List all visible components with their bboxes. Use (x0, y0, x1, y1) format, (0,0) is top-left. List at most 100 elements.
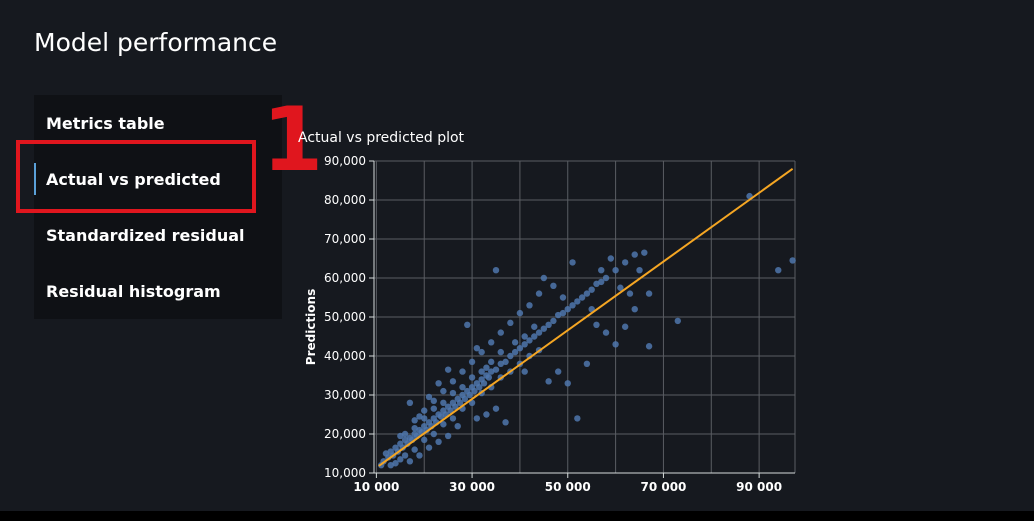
data-point (471, 387, 478, 395)
data-point (382, 450, 390, 457)
step-number: 1 (262, 88, 324, 191)
y-tick-label: 50,000 (324, 310, 366, 324)
data-point (421, 407, 428, 414)
data-point (569, 259, 576, 266)
data-point (645, 343, 653, 350)
data-point (387, 462, 394, 469)
chart-title: Actual vs predicted plot (298, 130, 465, 146)
data-point (416, 452, 423, 459)
data-point (607, 255, 615, 262)
data-point (617, 284, 624, 291)
data-point (449, 378, 457, 385)
data-point (435, 380, 442, 387)
data-point (449, 389, 457, 397)
data-point (531, 333, 538, 340)
data-point (497, 348, 504, 356)
data-point (478, 348, 485, 356)
data-point (511, 339, 519, 346)
data-point (564, 306, 571, 313)
data-point (466, 391, 473, 399)
data-point (502, 419, 509, 426)
actual-vs-predicted-chart: 10,000 20,000 30,000 40,000 50,000 60,000 70,0… (304, 154, 796, 494)
y-tick-label: 90,000 (324, 154, 366, 168)
data-point (435, 438, 442, 445)
data-point (492, 366, 500, 373)
metrics-menu: Metrics table Actual vs predicted Standa… (34, 95, 282, 319)
menu-item-standardized-residual[interactable]: Standardized residual (34, 207, 282, 263)
data-point (416, 413, 423, 420)
data-point (621, 323, 629, 330)
data-point (502, 358, 509, 366)
data-point (540, 274, 548, 282)
y-tick-label: 20,000 (324, 427, 366, 441)
data-point (411, 417, 418, 424)
data-point (612, 341, 619, 348)
data-point (631, 251, 638, 258)
data-point (444, 432, 452, 440)
data-point (430, 430, 438, 438)
data-point (598, 278, 605, 286)
data-point (392, 460, 399, 467)
data-point (612, 267, 619, 274)
data-point (636, 267, 643, 274)
data-point (559, 294, 567, 301)
x-tick-label: 10 000 (353, 480, 399, 494)
data-point (421, 415, 428, 422)
menu-item-metrics-table[interactable]: Metrics table (34, 95, 282, 151)
data-point (468, 374, 476, 381)
data-point (397, 456, 404, 463)
data-point (406, 458, 414, 465)
data-point (598, 267, 605, 274)
data-point (492, 267, 500, 274)
y-tick-label: 70,000 (324, 232, 366, 246)
data-point (492, 405, 500, 412)
data-point (789, 257, 796, 264)
data-point (411, 424, 418, 432)
data-point (583, 290, 591, 297)
data-point (621, 259, 629, 266)
data-point (550, 317, 557, 325)
menu-item-residual-histogram[interactable]: Residual histogram (34, 263, 282, 319)
data-point (516, 309, 524, 317)
data-point (401, 452, 409, 459)
data-point (437, 413, 445, 420)
data-point (574, 298, 581, 305)
data-point (483, 411, 490, 418)
data-point (459, 384, 466, 391)
menu-item-label: Actual vs predicted (46, 169, 221, 189)
data-point (476, 384, 483, 391)
data-point (578, 294, 586, 301)
menu-item-actual-vs-predicted[interactable]: Actual vs predicted (34, 151, 282, 207)
data-point (421, 436, 428, 444)
data-point (626, 290, 634, 297)
data-point (521, 341, 528, 348)
data-point (425, 393, 433, 401)
data-point (452, 403, 459, 410)
data-point (473, 415, 481, 422)
menu-item-label: Residual histogram (46, 281, 221, 301)
data-point (775, 267, 782, 274)
x-tick-label: 90 000 (736, 480, 782, 494)
data-point (540, 325, 548, 332)
data-point (444, 366, 452, 373)
data-point (454, 423, 461, 430)
data-point (511, 348, 519, 356)
y-tick-label: 30,000 (324, 388, 366, 402)
data-point (631, 306, 638, 313)
data-point (645, 290, 653, 297)
data-point (461, 395, 469, 403)
data-point (535, 329, 543, 336)
page-title: Model performance (34, 28, 278, 57)
data-point (593, 321, 600, 328)
data-point (464, 321, 471, 328)
data-point (456, 399, 464, 406)
axes: 10,000 20,000 30,000 40,000 50,000 60,000 70,0… (304, 154, 795, 494)
y-tick-label: 60,000 (324, 271, 366, 285)
x-tick-label: 70 000 (640, 480, 686, 494)
data-point (516, 345, 524, 352)
data-point (468, 358, 476, 366)
data-point (440, 399, 447, 406)
bottom-strip (0, 511, 1034, 521)
data-point (473, 345, 481, 352)
data-point (507, 319, 514, 327)
